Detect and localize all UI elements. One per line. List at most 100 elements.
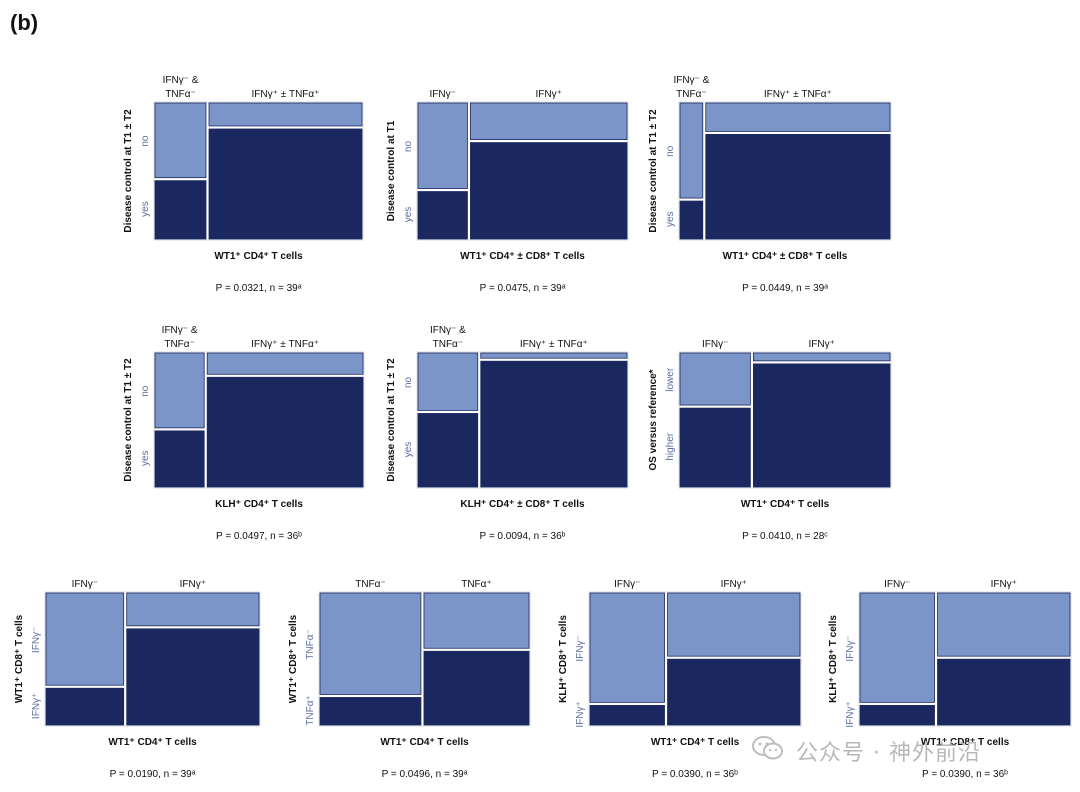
column-label: IFNγ⁻ (702, 339, 728, 350)
column-label: IFNγ⁺ ± TNFα⁺ (764, 89, 832, 100)
stat-annotation: P = 0.0449, n = 39ᵃ (742, 283, 828, 294)
column-label: IFNγ⁻ (614, 579, 640, 590)
tile-light (319, 592, 422, 695)
tile-dark (154, 430, 205, 488)
row-label: no (403, 141, 414, 153)
stat-annotation: P = 0.0321, n = 39ᵃ (216, 283, 302, 294)
row-label: IFNγ⁻ (575, 635, 586, 661)
tile-light (937, 592, 1071, 657)
tile-dark (206, 376, 364, 488)
watermark-text: 公众号 · 神外前沿 (796, 741, 981, 766)
row-label: IFNγ⁺ (31, 693, 42, 719)
panel-label: (b) (10, 10, 39, 35)
tile-light (417, 102, 468, 189)
plot-frame (588, 591, 802, 727)
tile-light (45, 592, 125, 686)
tile-light (679, 352, 751, 406)
y-axis-label: OS versus reference* (648, 369, 659, 470)
tile-light (705, 102, 891, 132)
y-axis-label: KLH⁺ CD8⁺ T cells (828, 615, 839, 703)
tile-light (752, 352, 891, 362)
row-label: IFNγ⁻ (845, 635, 856, 661)
tile-light (126, 592, 260, 627)
tile-dark (208, 128, 363, 240)
stat-annotation: P = 0.0094, n = 36ᵇ (480, 531, 566, 542)
row-label: yes (140, 450, 151, 466)
plot-frame (153, 351, 365, 489)
row-label: TNFα⁺ (305, 695, 316, 726)
plot-frame (44, 591, 261, 727)
column-label: IFNγ⁺ (180, 579, 206, 590)
column-label: IFNγ⁺ (721, 579, 747, 590)
row-label: yes (140, 201, 151, 217)
stat-annotation: P = 0.0496, n = 39ᵃ (382, 769, 468, 780)
row-label: yes (665, 211, 676, 227)
column-label: IFNγ⁻ & TNFα⁻ (163, 75, 199, 100)
watermark: 公众号 · 神外前沿 (752, 733, 1052, 767)
column-label: IFNγ⁺ (991, 579, 1017, 590)
x-axis-label: WT1⁺ CD4⁺ ± CD8⁺ T cells (723, 251, 848, 262)
tile-light (154, 352, 205, 429)
plot-frame (416, 351, 629, 489)
y-axis-label: Disease control at T1 ± T2 (123, 358, 134, 482)
stat-annotation: P = 0.0497, n = 36ᵇ (216, 531, 302, 542)
tile-light (423, 592, 530, 649)
row-label: no (403, 376, 414, 388)
tile-dark (319, 697, 422, 726)
row-label: no (140, 385, 151, 397)
plot-frame (858, 591, 1072, 727)
tile-light (679, 102, 704, 199)
column-label: IFNγ⁻ & TNFα⁻ (673, 75, 709, 100)
row-label: TNFα⁻ (305, 629, 316, 660)
tile-light (859, 592, 935, 703)
x-axis-label: WT1⁺ CD4⁺ T cells (651, 737, 740, 748)
tile-light (470, 102, 628, 140)
y-axis-label: Disease control at T1 ± T2 (123, 109, 134, 233)
tile-dark (667, 658, 801, 726)
tile-light (417, 352, 479, 411)
column-label: IFNγ⁻ (72, 579, 98, 590)
column-label: TNFα⁺ (461, 579, 492, 590)
column-label: IFNγ⁺ (536, 89, 562, 100)
y-axis-label: KLH⁺ CD8⁺ T cells (558, 615, 569, 703)
row-label: yes (403, 442, 414, 458)
x-axis-label: WT1⁺ CD4⁺ T cells (380, 737, 469, 748)
x-axis-label: KLH⁺ CD4⁺ ± CD8⁺ T cells (460, 499, 585, 510)
column-label: IFNγ⁺ ± TNFα⁺ (252, 89, 320, 100)
row-label: IFNγ⁺ (845, 701, 856, 727)
tile-dark (423, 650, 530, 726)
tile-dark (705, 134, 891, 240)
tile-dark (417, 191, 468, 240)
tile-dark (470, 142, 628, 240)
stat-annotation: P = 0.0410, n = 28ᶜ (742, 531, 828, 542)
wechat-icon (752, 736, 783, 760)
plot-frame (416, 101, 629, 241)
tile-light (589, 592, 665, 703)
stat-annotation: P = 0.0390, n = 36ᵇ (922, 769, 1008, 780)
x-axis-label: WT1⁺ CD4⁺ ± CD8⁺ T cells (460, 251, 585, 262)
x-axis-label: WT1⁺ CD4⁺ T cells (741, 499, 830, 510)
y-axis-label: Disease control at T1 (386, 120, 397, 221)
tile-light (206, 352, 364, 375)
row-label: higher (665, 432, 676, 460)
stat-annotation: P = 0.0390, n = 36ᵇ (652, 769, 738, 780)
y-axis-label: WT1⁺ CD8⁺ T cells (14, 614, 25, 703)
x-axis-label: KLH⁺ CD4⁺ T cells (215, 499, 303, 510)
row-label: yes (403, 207, 414, 223)
tile-light (480, 352, 628, 359)
column-label: IFNγ⁻ & TNFα⁻ (430, 325, 466, 350)
row-label: lower (665, 367, 676, 392)
tile-dark (45, 687, 125, 726)
tile-light (667, 592, 801, 657)
tile-dark (154, 180, 207, 240)
row-label: IFNγ⁻ (31, 627, 42, 653)
x-axis-label: WT1⁺ CD4⁺ T cells (214, 251, 303, 262)
x-axis-label: WT1⁺ CD8⁺ T cells (921, 737, 1010, 748)
